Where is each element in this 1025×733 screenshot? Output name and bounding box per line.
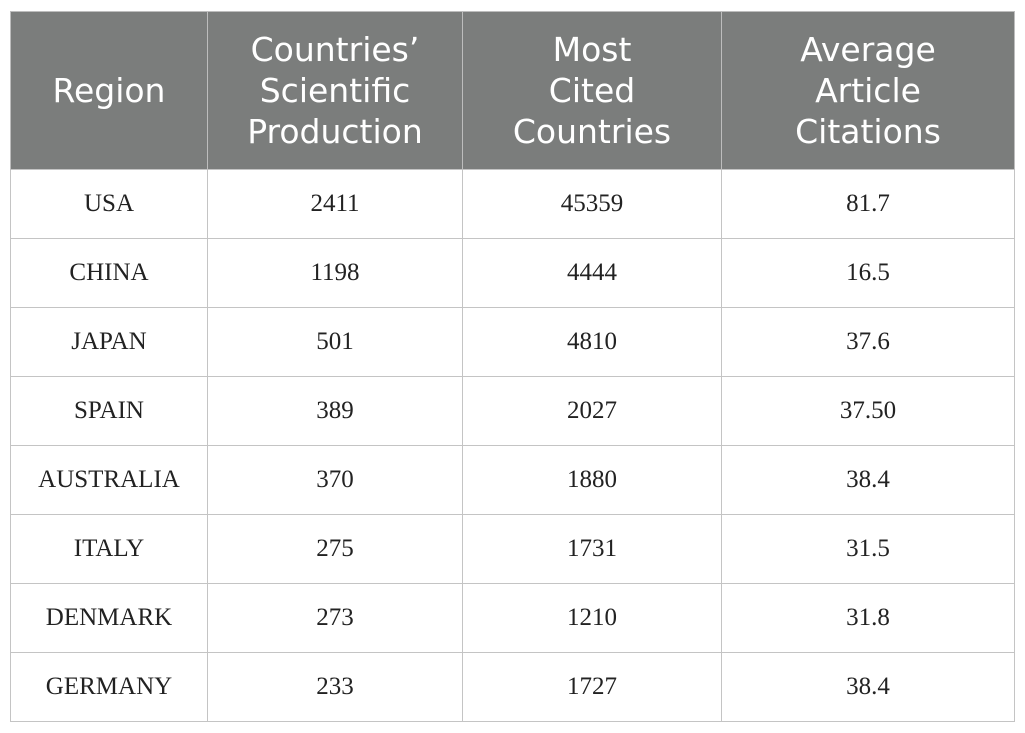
table-row: GERMANY 233 1727 38.4 [10, 652, 1015, 722]
header-scientific-production: Countries’ Scientific Production [207, 11, 463, 170]
header-row: Region Countries’ Scientific Production … [10, 11, 1015, 170]
data-table-container: Region Countries’ Scientific Production … [10, 11, 1015, 722]
header-most-cited: Most Cited Countries [462, 11, 722, 170]
header-text: Region [52, 71, 166, 110]
header-text: Countries’ [250, 30, 420, 69]
cell-cited: 1727 [462, 652, 722, 722]
cell-average: 38.4 [721, 445, 1015, 515]
table-row: AUSTRALIA 370 1880 38.4 [10, 445, 1015, 515]
cell-production: 1198 [207, 238, 463, 308]
table-row: SPAIN 389 2027 37.50 [10, 376, 1015, 446]
cell-cited: 1731 [462, 514, 722, 584]
cell-production: 273 [207, 583, 463, 653]
cell-cited: 4810 [462, 307, 722, 377]
header-region: Region [10, 11, 208, 170]
header-text: Countries [512, 112, 672, 151]
header-text: Cited [548, 71, 636, 110]
cell-region: JAPAN [10, 307, 208, 377]
cell-production: 389 [207, 376, 463, 446]
cell-average: 37.6 [721, 307, 1015, 377]
cell-production: 233 [207, 652, 463, 722]
cell-average: 38.4 [721, 652, 1015, 722]
cell-average: 31.8 [721, 583, 1015, 653]
header-text: Article [815, 71, 921, 110]
table-row: CHINA 1198 4444 16.5 [10, 238, 1015, 308]
cell-average: 31.5 [721, 514, 1015, 584]
cell-cited: 1880 [462, 445, 722, 515]
cell-region: ITALY [10, 514, 208, 584]
table-row: JAPAN 501 4810 37.6 [10, 307, 1015, 377]
header-text: Average [800, 30, 936, 69]
cell-average: 81.7 [721, 169, 1015, 239]
header-text: Scientific [259, 71, 411, 110]
cell-region: USA [10, 169, 208, 239]
header-text: Most [552, 30, 632, 69]
cell-production: 2411 [207, 169, 463, 239]
header-average-citations: Average Article Citations [721, 11, 1015, 170]
cell-average: 37.50 [721, 376, 1015, 446]
cell-cited: 2027 [462, 376, 722, 446]
country-citations-table: Region Countries’ Scientific Production … [10, 11, 1015, 722]
cell-average: 16.5 [721, 238, 1015, 308]
cell-cited: 4444 [462, 238, 722, 308]
cell-region: CHINA [10, 238, 208, 308]
header-text: Citations [795, 112, 941, 151]
cell-region: SPAIN [10, 376, 208, 446]
cell-cited: 45359 [462, 169, 722, 239]
table-row: DENMARK 273 1210 31.8 [10, 583, 1015, 653]
table-row: USA 2411 45359 81.7 [10, 169, 1015, 239]
header-text: Production [247, 112, 423, 151]
cell-production: 275 [207, 514, 463, 584]
cell-region: DENMARK [10, 583, 208, 653]
cell-region: AUSTRALIA [10, 445, 208, 515]
cell-production: 370 [207, 445, 463, 515]
table-row: ITALY 275 1731 31.5 [10, 514, 1015, 584]
cell-production: 501 [207, 307, 463, 377]
cell-region: GERMANY [10, 652, 208, 722]
cell-cited: 1210 [462, 583, 722, 653]
